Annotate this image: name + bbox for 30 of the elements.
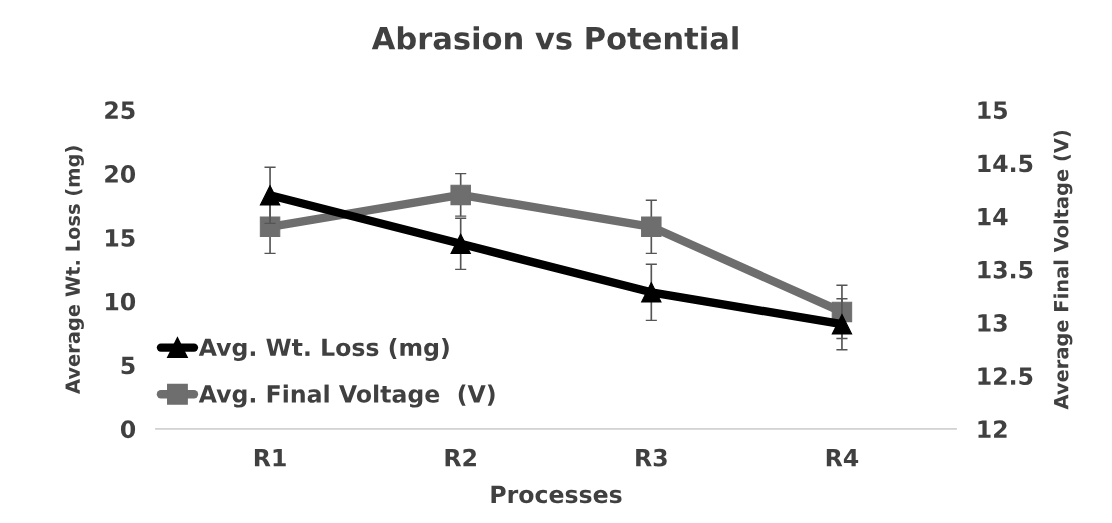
y2-tick-label: 12 <box>978 420 1007 438</box>
legend-label: Avg. Final Voltage (V) <box>198 384 495 408</box>
y-tick-label: 0 <box>120 420 136 439</box>
x-tick-label: R2 <box>445 448 476 467</box>
x-tick-label: R3 <box>636 448 667 467</box>
point <box>259 185 281 206</box>
x-axis-title: Processes <box>491 485 622 504</box>
legend-label: Avg. Wt. Loss (mg) <box>198 337 449 361</box>
point <box>259 216 281 238</box>
chart-title: Abrasion vs Potential <box>371 26 738 50</box>
point <box>450 184 471 206</box>
y-tick-label: 25 <box>105 101 135 120</box>
y-tick-label: 10 <box>106 292 136 311</box>
y2-tick-label: 14.5 <box>978 154 1033 173</box>
x-tick-label: R4 <box>826 449 859 467</box>
point <box>831 313 853 335</box>
y-tick-label: 20 <box>105 165 136 183</box>
y2-tick-label: 12.5 <box>978 367 1033 385</box>
y2-tick-label: 14 <box>978 207 1008 226</box>
point <box>641 282 662 303</box>
y2-tick-label: 13.5 <box>978 260 1033 279</box>
y-axis-title: Average Wt. Loss (mg) <box>64 146 84 394</box>
y2-tick-label: 13 <box>978 313 1007 332</box>
x-tick-label: R1 <box>254 449 286 467</box>
y2-axis-title: Average Final Voltage (V) <box>1053 130 1073 410</box>
y-tick-label: 5 <box>121 356 135 375</box>
y-tick-label: 15 <box>106 229 135 247</box>
point <box>450 233 471 255</box>
point <box>641 216 662 238</box>
y2-tick-label: 15 <box>978 101 1007 120</box>
